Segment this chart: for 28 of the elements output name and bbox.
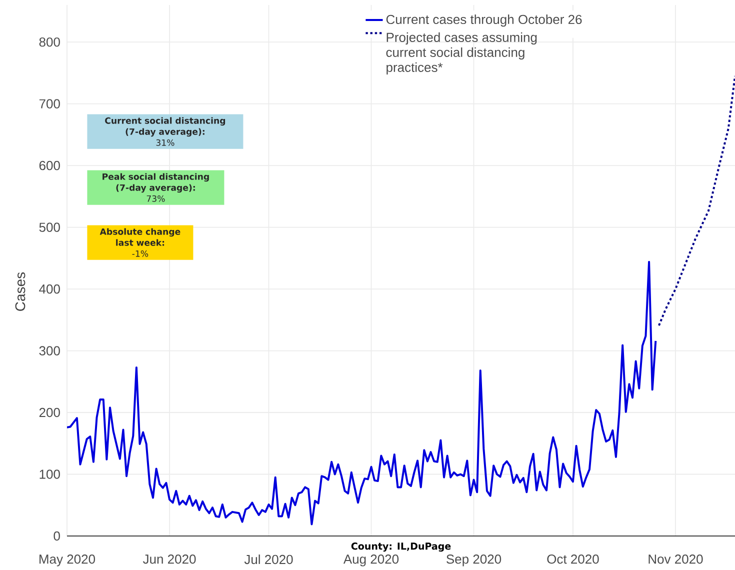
y-tick-label: 100: [40, 470, 60, 479]
legend-label: Projected cases assuming current social distancing practices*: [386, 32, 537, 75]
line-series: [658, 75, 735, 326]
x-tick-label: Sep 2020: [446, 554, 502, 566]
x-tick-label: Jul 2020: [244, 554, 293, 564]
annotation: 73%: [146, 195, 165, 202]
annotation: 31%: [156, 139, 174, 146]
line-series: [67, 260, 657, 526]
x-tick-label: Jun 2020: [142, 554, 196, 564]
y-axis-title: Cases: [15, 272, 26, 311]
legend-label: Current cases through October 26: [386, 14, 582, 27]
y-tick-label: 700: [39, 99, 60, 108]
x-axis-title: County: IL,DuPage: [351, 542, 451, 552]
x-tick-label: Aug 2020: [343, 554, 399, 566]
y-tick-label: 200: [39, 408, 60, 418]
y-tick-label: 400: [39, 284, 60, 294]
y-tick-label: 800: [39, 37, 60, 47]
annotation: Absolute change last week:: [100, 228, 180, 246]
y-tick-label: 500: [39, 222, 60, 232]
x-tick-label: Nov 2020: [648, 554, 703, 564]
annotation: Current social distancing (7-day average):: [105, 117, 226, 137]
annotation: -1%: [132, 250, 148, 257]
x-tick-label: May 2020: [40, 554, 96, 566]
y-tick-label: 0: [54, 531, 60, 541]
y-tick-label: 600: [39, 160, 60, 170]
x-tick-label: Oct 2020: [547, 554, 599, 564]
y-tick-label: 300: [39, 346, 60, 356]
annotation: Peak social distancing (7-day average):: [102, 173, 209, 193]
